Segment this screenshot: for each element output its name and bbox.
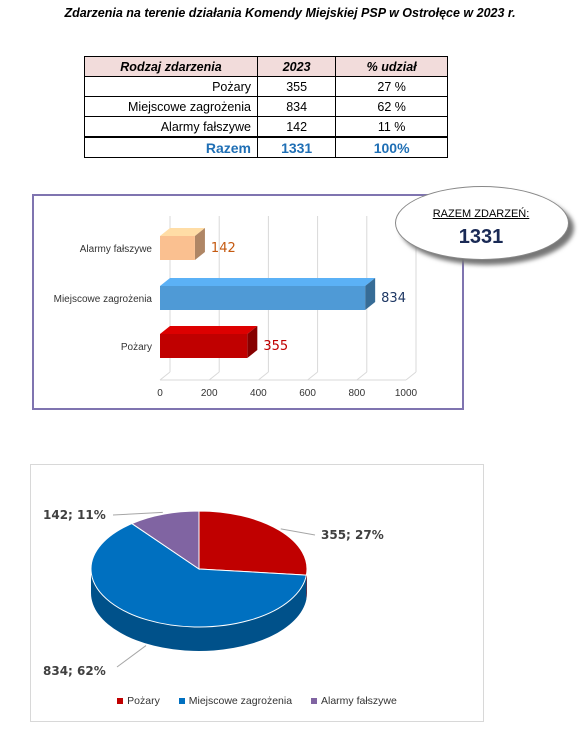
- total-events-label: RAZEM ZDARZEŃ:: [432, 208, 530, 220]
- legend-swatch: [178, 698, 185, 705]
- pie-chart-frame: 355; 27% 834; 62% 142; 11% Pożary Miejscow…: [30, 464, 484, 722]
- bar: [160, 334, 248, 358]
- table-cell: 355: [256, 76, 337, 97]
- legend-label: Alarmy fałszywe: [320, 695, 397, 707]
- table-cell: Pożary: [84, 76, 258, 97]
- pie-slice: [130, 510, 200, 570]
- x-tick-label: 1000: [395, 388, 418, 399]
- legend-label: Miejscowe zagrożenia: [188, 695, 293, 707]
- legend-label: Pożary: [127, 695, 160, 707]
- table-header-row: Rodzaj zdarzenia 2023 % udział: [84, 56, 448, 77]
- table-cell: Miejscowe zagrożenia: [84, 96, 258, 117]
- y-category-label: Miejscowe zagrożenia: [54, 294, 153, 305]
- x-tick-label: 0: [157, 388, 163, 399]
- table-header: Rodzaj zdarzenia: [84, 56, 258, 77]
- x-tick-label: 200: [201, 388, 218, 399]
- bar-chart: 0 200 400 600 800 1000 Pożary 355 Miejscowe zagr…: [54, 216, 418, 399]
- y-category-label: Alarmy fałszywe: [80, 244, 153, 255]
- data-label: 834; 62%: [43, 664, 106, 678]
- x-tick-label: 600: [299, 388, 316, 399]
- table-header: % udział: [335, 56, 448, 77]
- grid-line: [159, 371, 171, 381]
- table-row: Miejscowe zagrożenia 834 62 %: [84, 96, 448, 117]
- legend-swatch: [310, 698, 317, 705]
- grid-line: [208, 371, 220, 381]
- table-cell: 62 %: [335, 96, 448, 117]
- pie-slice-side: [91, 569, 307, 651]
- legend-item: Miejscowe zagrożenia: [178, 695, 293, 707]
- pie-slice: [198, 510, 308, 576]
- table-total-row: Razem 1331 100%: [84, 136, 448, 158]
- data-label: 834: [381, 291, 406, 306]
- x-tick-label: 800: [348, 388, 365, 399]
- data-label: 142: [211, 241, 236, 256]
- legend-swatch: [117, 698, 124, 705]
- grid-line: [356, 371, 368, 381]
- grid-line: [307, 371, 318, 381]
- pie-slice: [90, 522, 308, 628]
- total-events-value: 1331: [458, 226, 504, 248]
- bar-side-face: [194, 228, 205, 260]
- table-cell: Alarmy fałszywe: [84, 116, 258, 138]
- grid-line: [258, 371, 269, 381]
- table-row: Alarmy fałszywe 142 11 %: [84, 116, 448, 138]
- bar-chart-frame: 0 200 400 600 800 1000 Pożary 355 Miejscowe zagr…: [32, 194, 464, 410]
- table-cell: 27 %: [335, 76, 448, 97]
- page-title: Zdarzenia na terenie działania Komendy M…: [64, 6, 516, 20]
- pie-chart: 355; 27% 834; 62% 142; 11%: [43, 508, 384, 678]
- leader-line: [116, 645, 147, 668]
- legend-item: Alarmy fałszywe: [310, 695, 397, 707]
- pie-legend: Pożary Miejscowe zagrożenia Alarmy fałsz…: [31, 695, 483, 707]
- table-cell: 142: [256, 116, 337, 138]
- table-header: 2023: [256, 56, 337, 77]
- bar: [160, 236, 195, 260]
- y-category-label: Pożary: [121, 342, 152, 353]
- total-events-callout: RAZEM ZDARZEŃ: 1331: [395, 186, 573, 266]
- table-cell: 834: [256, 96, 337, 117]
- x-tick-label: 400: [250, 388, 267, 399]
- table-cell: Razem: [84, 136, 258, 158]
- data-label: 142; 11%: [43, 508, 106, 522]
- bar: [160, 286, 366, 310]
- bar-top-face: [160, 228, 205, 236]
- table-cell: 1331: [256, 136, 337, 158]
- summary-table: Rodzaj zdarzenia 2023 % udział Pożary 35…: [84, 56, 448, 158]
- bar-top-face: [160, 326, 258, 334]
- data-label: 355: [263, 339, 288, 354]
- table-cell: 100%: [335, 136, 448, 158]
- grid-line: [405, 371, 417, 381]
- bar-top-face: [160, 278, 376, 286]
- callout-ellipse: [395, 186, 569, 260]
- leader-line: [112, 511, 163, 516]
- table-row: Pożary 355 27 %: [84, 76, 448, 97]
- bar-side-face: [247, 326, 258, 358]
- bar-side-face: [365, 278, 376, 310]
- table-cell: 11 %: [335, 116, 448, 138]
- legend-item: Pożary: [117, 695, 160, 707]
- data-label: 355; 27%: [321, 528, 384, 542]
- leader-line: [280, 528, 316, 536]
